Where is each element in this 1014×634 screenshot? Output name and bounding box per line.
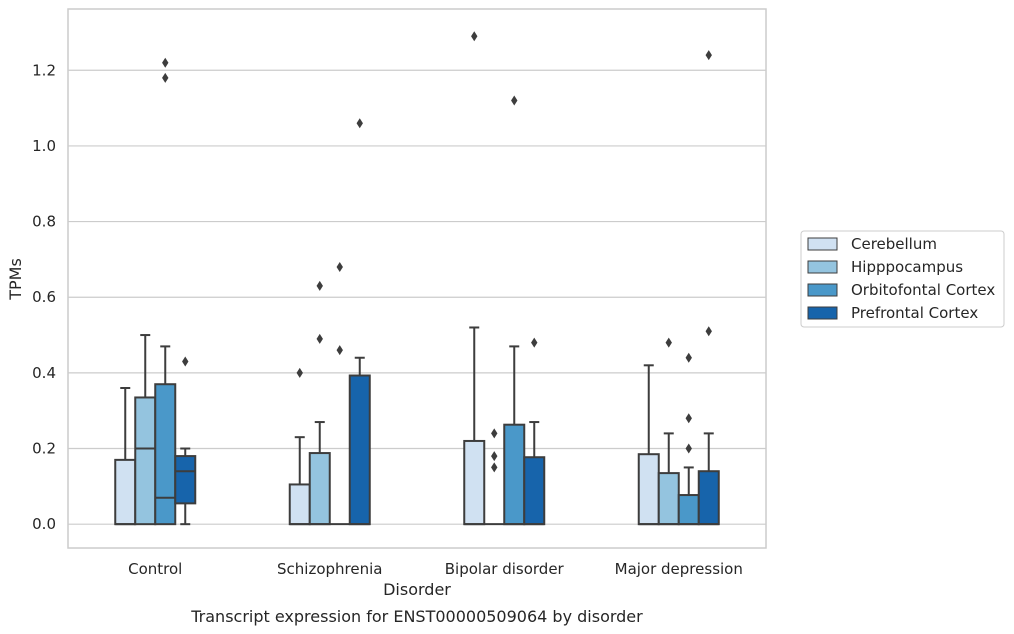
outlier-point xyxy=(296,367,303,378)
box-plot-series xyxy=(114,31,720,526)
box-body xyxy=(657,472,680,526)
outlier-point xyxy=(491,462,498,473)
legend-entry-label: Orbitofontal Cortex xyxy=(851,281,995,299)
box-prefrontal-cortex xyxy=(174,356,197,526)
box-body xyxy=(677,494,700,526)
legend-swatch xyxy=(807,306,838,320)
x-tick-label: Schizophrenia xyxy=(277,560,382,578)
box-hipppocampus xyxy=(308,280,331,526)
legend-frame xyxy=(800,230,1005,328)
x-axis-label: Disorder xyxy=(383,580,451,599)
outlier-point xyxy=(491,451,498,462)
outlier-point xyxy=(316,333,323,344)
outlier-point xyxy=(685,443,692,454)
plot-area-frame xyxy=(67,8,767,549)
box-prefrontal-cortex xyxy=(523,337,546,526)
box-orbitofontal-cortex xyxy=(329,261,350,526)
box-orbitofontal-cortex xyxy=(154,57,177,526)
box-body xyxy=(463,439,486,526)
box-prefrontal-cortex xyxy=(348,118,371,526)
legend-entry-label: Prefrontal Cortex xyxy=(851,304,978,322)
box-orbitofontal-cortex xyxy=(503,95,526,526)
outlier-point xyxy=(356,118,363,129)
box-body xyxy=(154,383,177,526)
box-body xyxy=(697,470,720,526)
box-body xyxy=(308,452,331,526)
y-tick-label: 0.0 xyxy=(32,515,56,533)
legend-swatch xyxy=(807,237,838,251)
box-cerebellum xyxy=(463,31,486,526)
box-body xyxy=(114,458,137,526)
box-body xyxy=(523,456,546,526)
x-axis-ticks: Control Schizophrenia Bipolar disorder Majo… xyxy=(128,560,743,578)
box-cerebellum xyxy=(637,364,660,526)
outlier-point xyxy=(471,31,478,42)
box-body xyxy=(134,396,157,526)
y-axis-label: TPMs xyxy=(6,258,25,301)
outlier-point xyxy=(162,57,169,68)
outlier-point xyxy=(531,337,538,348)
outlier-point xyxy=(511,95,518,106)
legend-swatch xyxy=(807,260,838,274)
x-tick-label: Control xyxy=(128,560,182,578)
box-prefrontal-cortex xyxy=(697,50,720,526)
outlier-point xyxy=(705,50,712,61)
box-body xyxy=(288,483,311,526)
box-body xyxy=(637,453,660,526)
outlier-point xyxy=(182,356,189,367)
y-tick-label: 0.8 xyxy=(32,213,56,231)
y-tick-label: 1.2 xyxy=(32,61,56,79)
x-tick-label: Major depression xyxy=(615,560,743,578)
box-orbitofontal-cortex xyxy=(677,352,700,526)
outlier-point xyxy=(685,352,692,363)
box-hipppocampus xyxy=(134,334,157,526)
outlier-point xyxy=(491,428,498,439)
outlier-point xyxy=(336,345,343,356)
y-axis-ticks: 0.0 0.2 0.4 0.6 0.8 1.0 1.2 xyxy=(32,61,56,533)
box-cerebellum xyxy=(114,387,137,526)
box-body xyxy=(348,374,371,526)
outlier-point xyxy=(316,280,323,291)
box-body xyxy=(174,455,197,505)
legend-entry-label: Cerebellum xyxy=(851,235,937,253)
y-tick-label: 0.6 xyxy=(32,288,56,306)
outlier-point xyxy=(685,413,692,424)
box-cerebellum xyxy=(288,367,311,526)
x-tick-label: Bipolar disorder xyxy=(445,560,565,578)
y-tick-label: 0.4 xyxy=(32,364,56,382)
box-hipppocampus xyxy=(484,428,505,526)
y-tick-label: 1.0 xyxy=(32,137,56,155)
chart-caption: Transcript expression for ENST0000050906… xyxy=(190,607,643,626)
box-hipppocampus xyxy=(657,337,680,526)
outlier-point xyxy=(162,72,169,83)
legend-swatch xyxy=(807,283,838,297)
outlier-point xyxy=(705,326,712,337)
box-body xyxy=(503,423,526,526)
outlier-point xyxy=(665,337,672,348)
legend-entry-label: Hipppocampus xyxy=(851,258,963,276)
legend: Cerebellum Hipppocampus Orbitofontal Corte… xyxy=(800,230,1005,328)
y-tick-label: 0.2 xyxy=(32,440,56,458)
outlier-point xyxy=(336,261,343,272)
